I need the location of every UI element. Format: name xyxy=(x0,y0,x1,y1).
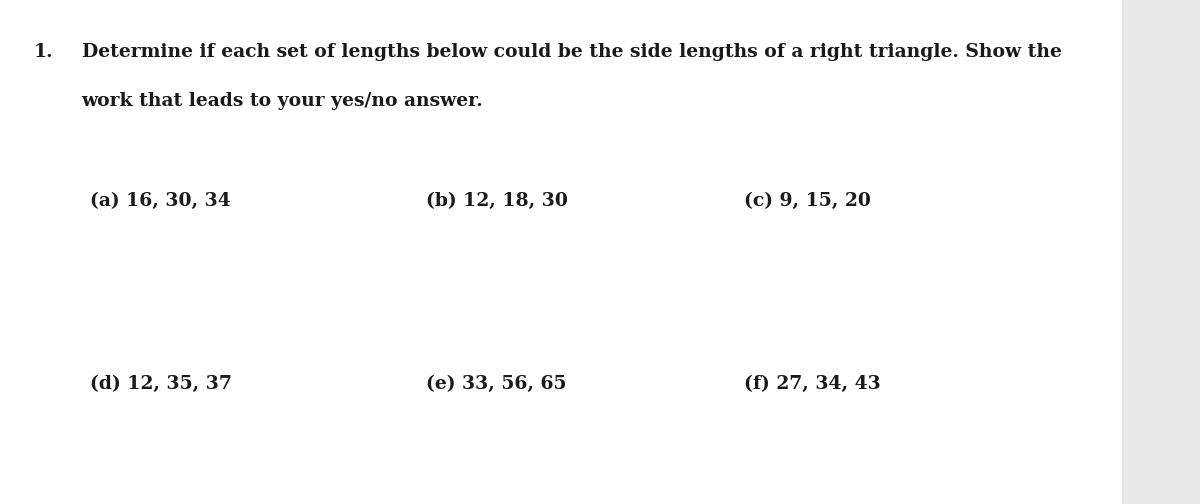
Text: (c) 9, 15, 20: (c) 9, 15, 20 xyxy=(744,192,871,210)
Text: (e) 33, 56, 65: (e) 33, 56, 65 xyxy=(426,375,566,394)
Text: Determine if each set of lengths below could be the side lengths of a right tria: Determine if each set of lengths below c… xyxy=(82,43,1062,61)
Text: (b) 12, 18, 30: (b) 12, 18, 30 xyxy=(426,192,568,210)
Text: (d) 12, 35, 37: (d) 12, 35, 37 xyxy=(90,375,232,394)
Text: (a) 16, 30, 34: (a) 16, 30, 34 xyxy=(90,192,230,210)
Text: work that leads to your yes/no answer.: work that leads to your yes/no answer. xyxy=(82,92,484,110)
Text: (f) 27, 34, 43: (f) 27, 34, 43 xyxy=(744,375,881,394)
Text: 1.: 1. xyxy=(34,43,53,61)
